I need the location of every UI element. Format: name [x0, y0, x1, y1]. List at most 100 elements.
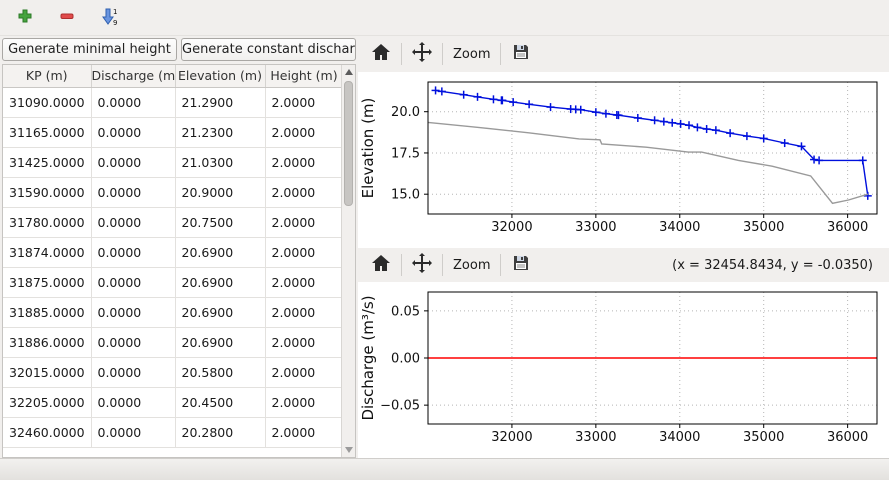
table-cell[interactable]: 0.0000 [91, 117, 176, 148]
remove-row-button[interactable] [54, 5, 80, 31]
generate-minimal-height-button[interactable]: Generate minimal height [2, 38, 177, 61]
table-cell[interactable]: 0.0000 [91, 417, 176, 448]
table-cell[interactable]: 20.7500 [175, 207, 266, 238]
main-content: Generate minimal height Generate constan… [0, 36, 889, 458]
scroll-down-icon[interactable] [345, 447, 353, 453]
table-cell[interactable]: 2.0000 [265, 417, 344, 448]
svg-text:36000: 36000 [827, 430, 868, 445]
table-cell[interactable]: 2.0000 [265, 297, 344, 328]
table-cell[interactable]: 2.0000 [265, 357, 344, 388]
table-cell[interactable]: 21.2300 [175, 117, 266, 148]
table-cell[interactable]: 20.6900 [175, 267, 266, 298]
table-row: 31165.0000 0.0000 21.2300 2.0000 [3, 117, 344, 148]
table-cell[interactable]: 0.0000 [91, 357, 176, 388]
table-cell[interactable]: 0.0000 [91, 387, 176, 418]
pan-button[interactable] [407, 251, 437, 279]
table-cell[interactable]: 2.0000 [265, 147, 344, 178]
table-cell[interactable]: 31886.0000 [3, 327, 92, 358]
pan-arrows-icon [412, 253, 432, 277]
table-cell[interactable]: 31885.0000 [3, 297, 92, 328]
table-cell[interactable]: 0.0000 [91, 177, 176, 208]
table-cell[interactable]: 31425.0000 [3, 147, 92, 178]
pan-button[interactable] [407, 40, 437, 68]
table-cell[interactable]: 0.0000 [91, 237, 176, 268]
table-cell[interactable]: 20.4500 [175, 387, 266, 418]
table-cell[interactable]: 20.2800 [175, 417, 266, 448]
save-button[interactable] [506, 40, 536, 68]
table-cell[interactable]: 2.0000 [265, 237, 344, 268]
table-body: 31090.0000 0.0000 21.2900 2.0000 31165.0000 0… [3, 87, 344, 448]
table-cell[interactable]: 0.0000 [91, 267, 176, 298]
svg-text:1: 1 [113, 8, 117, 16]
data-table: KP (m) Discharge (m³/s) Elevation (m) He… [3, 65, 344, 448]
table-cell[interactable]: 20.9000 [175, 177, 266, 208]
table-cell[interactable]: 31874.0000 [3, 237, 92, 268]
app-toolbar: 1 9 [0, 0, 889, 36]
table-row: 32015.0000 0.0000 20.5800 2.0000 [3, 357, 344, 388]
table-cell[interactable]: 32460.0000 [3, 417, 92, 448]
table-cell[interactable]: 0.0000 [91, 297, 176, 328]
table-cell[interactable]: 0.0000 [91, 147, 176, 178]
save-icon [512, 43, 530, 65]
table-cell[interactable]: 2.0000 [265, 387, 344, 418]
svg-text:34000: 34000 [659, 430, 700, 445]
table-cell[interactable]: 20.6900 [175, 327, 266, 358]
column-header-discharge[interactable]: Discharge (m³/s) [91, 65, 176, 88]
table-cell[interactable]: 21.2900 [175, 87, 266, 118]
series-gray-bed [427, 121, 869, 205]
svg-text:32000: 32000 [491, 220, 532, 235]
table-cell[interactable]: 32205.0000 [3, 387, 92, 418]
zoom-button[interactable]: Zoom [448, 40, 495, 68]
column-header-height[interactable]: Height (m) [265, 65, 344, 88]
discharge-chart[interactable]: 32000 33000 34000 35000 36000 −0.05 0.00 0.05 Di… [358, 282, 882, 454]
table-cell[interactable]: 0.0000 [91, 207, 176, 238]
table-cell[interactable]: 0.0000 [91, 87, 176, 118]
elevation-chart-toolbar: Zoom [358, 36, 889, 72]
svg-text:32000: 32000 [491, 430, 532, 445]
table-cell[interactable]: 31875.0000 [3, 267, 92, 298]
table-cell[interactable]: 31090.0000 [3, 87, 92, 118]
column-header-elevation[interactable]: Elevation (m) [175, 65, 266, 88]
column-header-kp[interactable]: KP (m) [3, 65, 92, 88]
table-cell[interactable]: 2.0000 [265, 267, 344, 298]
table-cell[interactable]: 20.6900 [175, 297, 266, 328]
table-cell[interactable]: 2.0000 [265, 207, 344, 238]
add-row-button[interactable] [12, 5, 38, 31]
svg-text:−0.05: −0.05 [380, 399, 420, 414]
elevation-chart[interactable]: 32000 33000 34000 35000 36000 15.0 17.5 20.0 Ele… [358, 72, 882, 244]
table-cell[interactable]: 2.0000 [265, 87, 344, 118]
table-scrollbar[interactable] [341, 65, 355, 457]
table-cell[interactable]: 0.0000 [91, 327, 176, 358]
table-row: 31875.0000 0.0000 20.6900 2.0000 [3, 267, 344, 298]
svg-text:34000: 34000 [659, 220, 700, 235]
table-cell[interactable]: 20.6900 [175, 237, 266, 268]
svg-text:33000: 33000 [575, 220, 616, 235]
table-cell[interactable]: 31780.0000 [3, 207, 92, 238]
svg-text:33000: 33000 [575, 430, 616, 445]
save-button[interactable] [506, 251, 536, 279]
cursor-coordinates-readout: (x = 32454.8434, y = -0.0350) [672, 257, 873, 273]
table-cell[interactable]: 31590.0000 [3, 177, 92, 208]
table-row: 31090.0000 0.0000 21.2900 2.0000 [3, 87, 344, 118]
toolbar-separator [401, 43, 402, 65]
table-cell[interactable]: 2.0000 [265, 177, 344, 208]
svg-text:17.5: 17.5 [391, 146, 420, 161]
table-row: 31590.0000 0.0000 20.9000 2.0000 [3, 177, 344, 208]
scroll-up-icon[interactable] [345, 69, 353, 75]
sort-rows-button[interactable]: 1 9 [96, 5, 122, 31]
table-cell[interactable]: 2.0000 [265, 117, 344, 148]
table-cell[interactable]: 32015.0000 [3, 357, 92, 388]
generate-constant-discharge-button[interactable]: Generate constant discharge [181, 38, 356, 61]
home-button[interactable] [366, 40, 396, 68]
table-cell[interactable]: 2.0000 [265, 327, 344, 358]
table-cell[interactable]: 31165.0000 [3, 117, 92, 148]
home-icon [371, 43, 391, 65]
svg-text:35000: 35000 [743, 430, 784, 445]
scrollbar-thumb[interactable] [344, 81, 353, 206]
table-cell[interactable]: 21.0300 [175, 147, 266, 178]
home-button[interactable] [366, 251, 396, 279]
table-row: 31885.0000 0.0000 20.6900 2.0000 [3, 297, 344, 328]
table-cell[interactable]: 20.5800 [175, 357, 266, 388]
zoom-button[interactable]: Zoom [448, 251, 495, 279]
